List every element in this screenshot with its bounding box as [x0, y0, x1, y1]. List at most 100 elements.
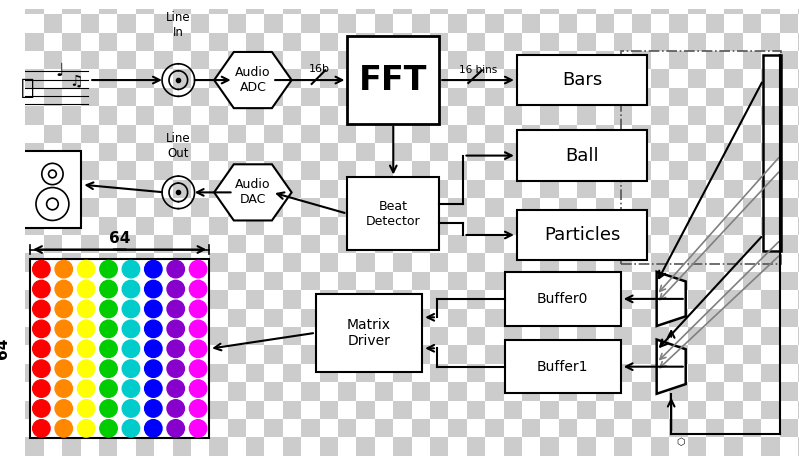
Bar [26, 51, 44, 70]
Bar [375, 217, 393, 235]
Bar [228, 198, 246, 217]
Bar [26, 14, 44, 33]
Bar [670, 161, 688, 180]
Bar [356, 180, 375, 198]
Bar [596, 382, 614, 401]
Bar [540, 345, 559, 364]
Bar [651, 272, 670, 290]
Bar [688, 437, 706, 456]
Bar [651, 70, 670, 88]
Bar [117, 0, 136, 14]
Bar [633, 272, 651, 290]
Bar [117, 70, 136, 88]
Bar [651, 33, 670, 51]
Bar [503, 401, 522, 419]
Bar [191, 70, 209, 88]
Bar [798, 88, 799, 106]
Bar [320, 345, 338, 364]
Bar [559, 272, 577, 290]
Bar [448, 198, 467, 217]
Bar [761, 235, 780, 254]
Bar [670, 235, 688, 254]
Circle shape [33, 340, 50, 357]
Bar [780, 88, 798, 106]
Bar [99, 198, 117, 217]
Bar [356, 51, 375, 70]
Bar [228, 217, 246, 235]
Bar [670, 290, 688, 308]
Bar [228, 272, 246, 290]
Bar [670, 308, 688, 327]
Bar [517, 130, 647, 181]
Bar [596, 437, 614, 456]
Bar [81, 327, 99, 345]
Bar [725, 382, 743, 401]
Bar [577, 254, 596, 272]
Circle shape [167, 260, 185, 278]
Bar [356, 88, 375, 106]
Bar [725, 143, 743, 161]
Circle shape [122, 360, 140, 378]
Bar [503, 124, 522, 143]
Bar [81, 106, 99, 124]
Bar [246, 161, 264, 180]
Bar [99, 290, 117, 308]
Bar [209, 345, 228, 364]
Circle shape [167, 420, 185, 437]
Bar [301, 308, 320, 327]
Bar [62, 180, 81, 198]
Bar [725, 88, 743, 106]
Bar [301, 364, 320, 382]
Bar [688, 308, 706, 327]
Bar [348, 177, 439, 250]
Bar [154, 33, 173, 51]
Bar [117, 88, 136, 106]
Bar [209, 143, 228, 161]
Bar [540, 272, 559, 290]
Bar [706, 327, 725, 345]
Bar [688, 106, 706, 124]
Bar [99, 401, 117, 419]
Bar [743, 106, 761, 124]
Bar [761, 217, 780, 235]
Bar [633, 161, 651, 180]
Bar [154, 437, 173, 456]
Bar [264, 180, 283, 198]
Bar [577, 106, 596, 124]
Bar [596, 217, 614, 235]
Bar [117, 33, 136, 51]
Bar [117, 437, 136, 456]
Bar [191, 290, 209, 308]
Bar [559, 254, 577, 272]
Bar [173, 88, 191, 106]
Bar [670, 124, 688, 143]
Bar [356, 308, 375, 327]
Bar [798, 272, 799, 290]
Bar [743, 51, 761, 70]
Bar [761, 198, 780, 217]
Circle shape [122, 320, 140, 337]
Bar [44, 235, 62, 254]
Bar [338, 88, 356, 106]
Circle shape [100, 420, 117, 437]
Bar [26, 106, 44, 124]
Bar [191, 254, 209, 272]
Bar [651, 254, 670, 272]
Bar [614, 327, 633, 345]
Bar [761, 254, 780, 272]
Bar [651, 217, 670, 235]
Circle shape [55, 320, 73, 337]
Bar [99, 217, 117, 235]
Bar [725, 235, 743, 254]
Text: 64: 64 [109, 230, 130, 246]
Bar [411, 33, 430, 51]
Circle shape [122, 340, 140, 357]
Bar [411, 70, 430, 88]
Bar [670, 180, 688, 198]
Bar [393, 437, 411, 456]
Bar [283, 161, 301, 180]
Bar [44, 198, 62, 217]
Bar [467, 272, 485, 290]
Bar [725, 51, 743, 70]
Bar [209, 235, 228, 254]
